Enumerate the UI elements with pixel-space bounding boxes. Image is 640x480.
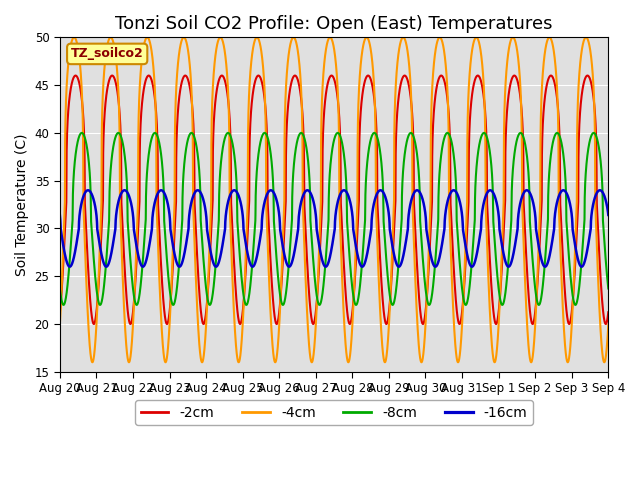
Legend: -2cm, -4cm, -8cm, -16cm: -2cm, -4cm, -8cm, -16cm bbox=[135, 400, 533, 425]
X-axis label: Time: Time bbox=[317, 401, 351, 415]
Title: Tonzi Soil CO2 Profile: Open (East) Temperatures: Tonzi Soil CO2 Profile: Open (East) Temp… bbox=[115, 15, 553, 33]
Text: TZ_soilco2: TZ_soilco2 bbox=[71, 48, 143, 60]
Y-axis label: Soil Temperature (C): Soil Temperature (C) bbox=[15, 133, 29, 276]
